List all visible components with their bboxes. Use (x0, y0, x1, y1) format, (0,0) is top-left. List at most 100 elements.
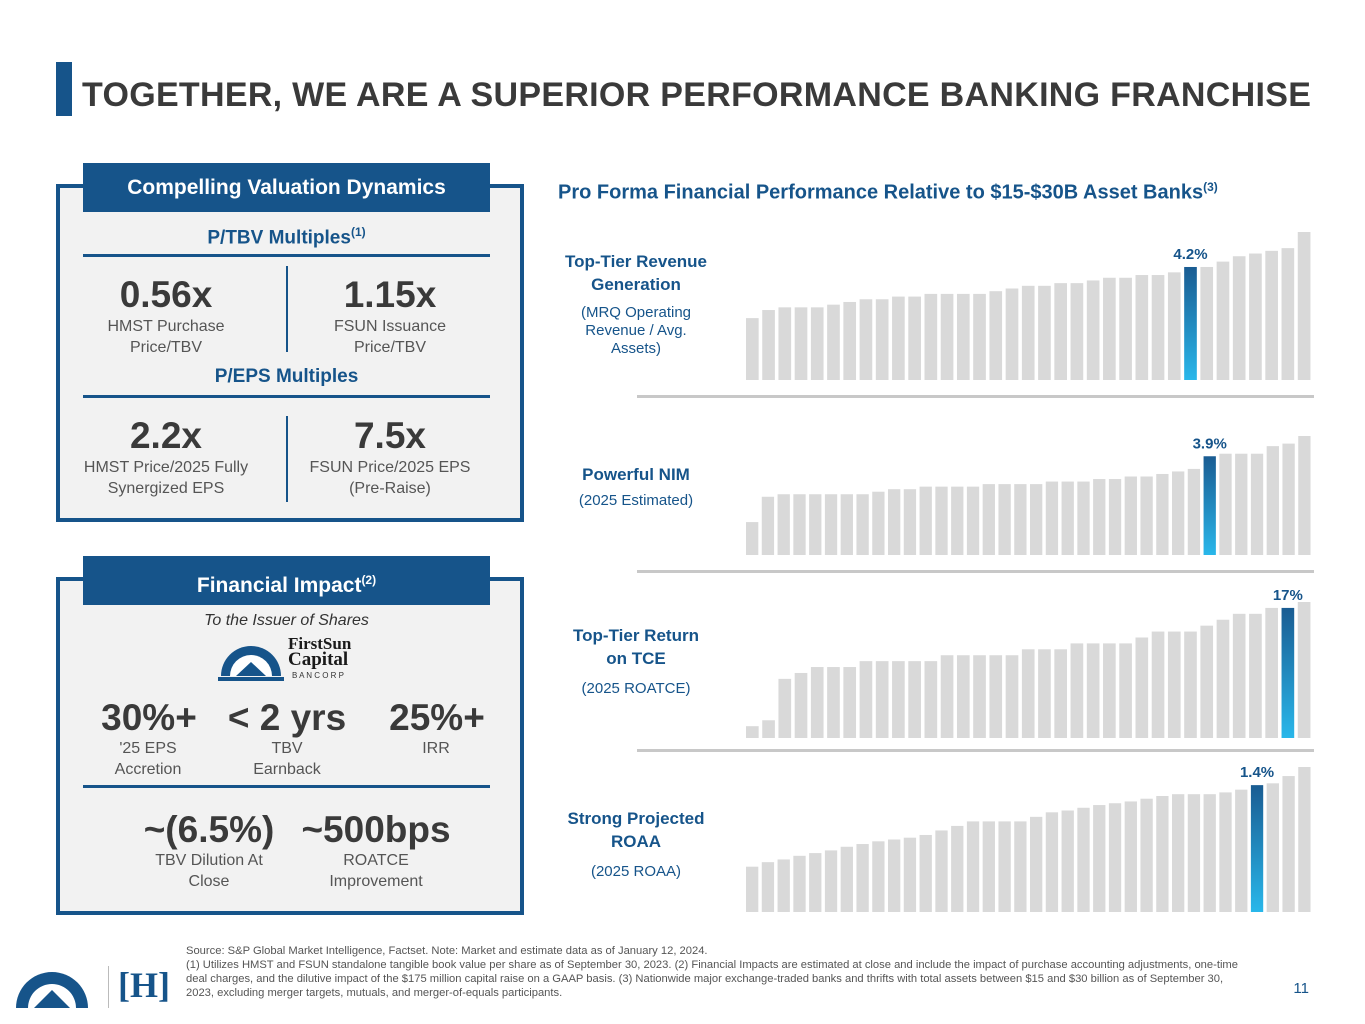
peer-bar (1249, 613, 1262, 738)
peer-bar (761, 496, 775, 555)
roatce-improvement-label: ROATCE Improvement (329, 852, 423, 890)
peer-bar (919, 834, 932, 912)
peer-bar (1266, 446, 1279, 555)
impact-tab-label: Financial Impact (196, 574, 362, 597)
valuation-tab: Compelling Valuation Dynamics (83, 163, 490, 212)
ptbv-heading-text: P/TBV Multiples (207, 227, 351, 249)
peer-bar (935, 486, 948, 555)
peer-bar (919, 486, 932, 555)
highlight-value-label: 1.4% (1240, 764, 1274, 781)
peer-bar (793, 494, 806, 555)
peer-bar (778, 307, 792, 380)
peer-bar (1054, 649, 1067, 738)
footnote-details: (1) Utilizes HMST and FSUN standalone ta… (186, 959, 1238, 999)
peer-bar (1045, 481, 1059, 555)
peer-bar (888, 489, 901, 555)
peer-bar (1005, 288, 1019, 380)
peer-bar (1045, 812, 1059, 912)
peer-bar (982, 821, 995, 913)
peer-bar (1070, 643, 1084, 738)
peer-bar (1054, 283, 1067, 380)
impact-panel (56, 577, 524, 915)
highlight-bar (1281, 607, 1295, 738)
impact-footnote: (2) (361, 573, 377, 587)
peer-bar (1140, 798, 1153, 912)
peer-bar (777, 494, 790, 555)
metric-revenue-subtitle: (MRQ Operating Revenue / Avg. Assets) (580, 304, 692, 357)
tbv-dilution-label: TBV Dilution At Close (155, 852, 263, 890)
fsun-peps-value: 7.5x (353, 415, 426, 456)
peer-bar (1187, 794, 1201, 912)
peer-bar (1265, 250, 1278, 380)
peer-bar (824, 494, 838, 555)
peer-bar (908, 296, 921, 380)
peer-bar (1266, 783, 1279, 912)
peer-bar (1014, 484, 1027, 555)
peer-bar (1038, 285, 1051, 380)
peer-bar (1108, 479, 1122, 555)
peer-bar (840, 846, 853, 912)
hmst-ptbv-label: HMST Purchase Price/TBV (107, 318, 225, 356)
peer-bar (1200, 625, 1214, 738)
peer-bar (1061, 481, 1074, 555)
tbv-dilution-value: ~(6.5%) (143, 809, 275, 850)
footnotes: Source: S&P Global Market Intelligence, … (186, 944, 1246, 1000)
peer-bar (1219, 453, 1232, 555)
peer-bar (1124, 476, 1137, 555)
peer-bar (1156, 473, 1169, 555)
irr-value: 25%+ (389, 697, 485, 738)
peer-bar (809, 494, 822, 555)
fsun-ptbv-value: 1.15x (343, 274, 437, 315)
peer-bar (1282, 776, 1295, 912)
peer-bar (973, 655, 986, 738)
peer-bar (1184, 631, 1197, 738)
peer-bar (1249, 253, 1262, 380)
separator-1 (637, 395, 1314, 398)
metric-roaa-title: Strong Projected ROAA (567, 809, 705, 851)
peer-bar (810, 667, 824, 738)
hmst-ptbv-value: 0.56x (119, 274, 213, 315)
peer-bar (966, 821, 980, 913)
separator-2 (637, 570, 1314, 573)
peer-bar (924, 661, 938, 738)
peer-bar (856, 494, 869, 555)
peer-bar (1070, 283, 1084, 380)
peer-bar (1021, 649, 1035, 738)
peer-bar (1103, 277, 1116, 380)
peer-bar (843, 301, 857, 380)
peer-bar (1167, 272, 1181, 380)
peer-bar (1282, 443, 1295, 555)
ptbv-divider (286, 266, 288, 352)
ptbv-rule (83, 254, 490, 257)
roatce-bar-chart: 17% (746, 587, 1311, 738)
peer-bar (1156, 796, 1169, 912)
page-number: 11 (1293, 980, 1309, 997)
peer-bar (1298, 436, 1311, 555)
peer-bar (1103, 643, 1116, 738)
metric-nim-title: Powerful NIM (582, 465, 690, 484)
peer-bar (778, 678, 792, 738)
peer-bar (1151, 631, 1165, 738)
peer-bar (827, 304, 840, 380)
impact-tab: Financial Impact(2) (83, 556, 490, 605)
peer-bar (843, 667, 857, 738)
peer-bar (1135, 275, 1149, 380)
peer-bar (824, 850, 838, 913)
footer-logo-divider (108, 966, 109, 1008)
peer-bar (872, 841, 885, 912)
peer-bar (903, 489, 917, 555)
peer-bar (1135, 637, 1149, 738)
peer-bar (892, 661, 905, 738)
firstsun-logo-line3: B A N C O R P (292, 671, 345, 680)
peer-bar (903, 837, 917, 912)
chart-title: Pro Forma Financial Performance Relative… (558, 180, 1218, 205)
peer-bar (1038, 649, 1051, 738)
valuation-panel (56, 184, 524, 522)
nim-bar-chart: 3.9% (746, 435, 1311, 555)
footer-logos: [H] (12, 962, 172, 1012)
peer-bar (1250, 453, 1264, 555)
eps-accretion-label: '25 EPS Accretion (114, 740, 182, 778)
peer-bar (875, 661, 889, 738)
hmst-peps-label: HMST Price/2025 Fully Synergized EPS (83, 459, 249, 497)
peer-bar (1119, 643, 1132, 738)
